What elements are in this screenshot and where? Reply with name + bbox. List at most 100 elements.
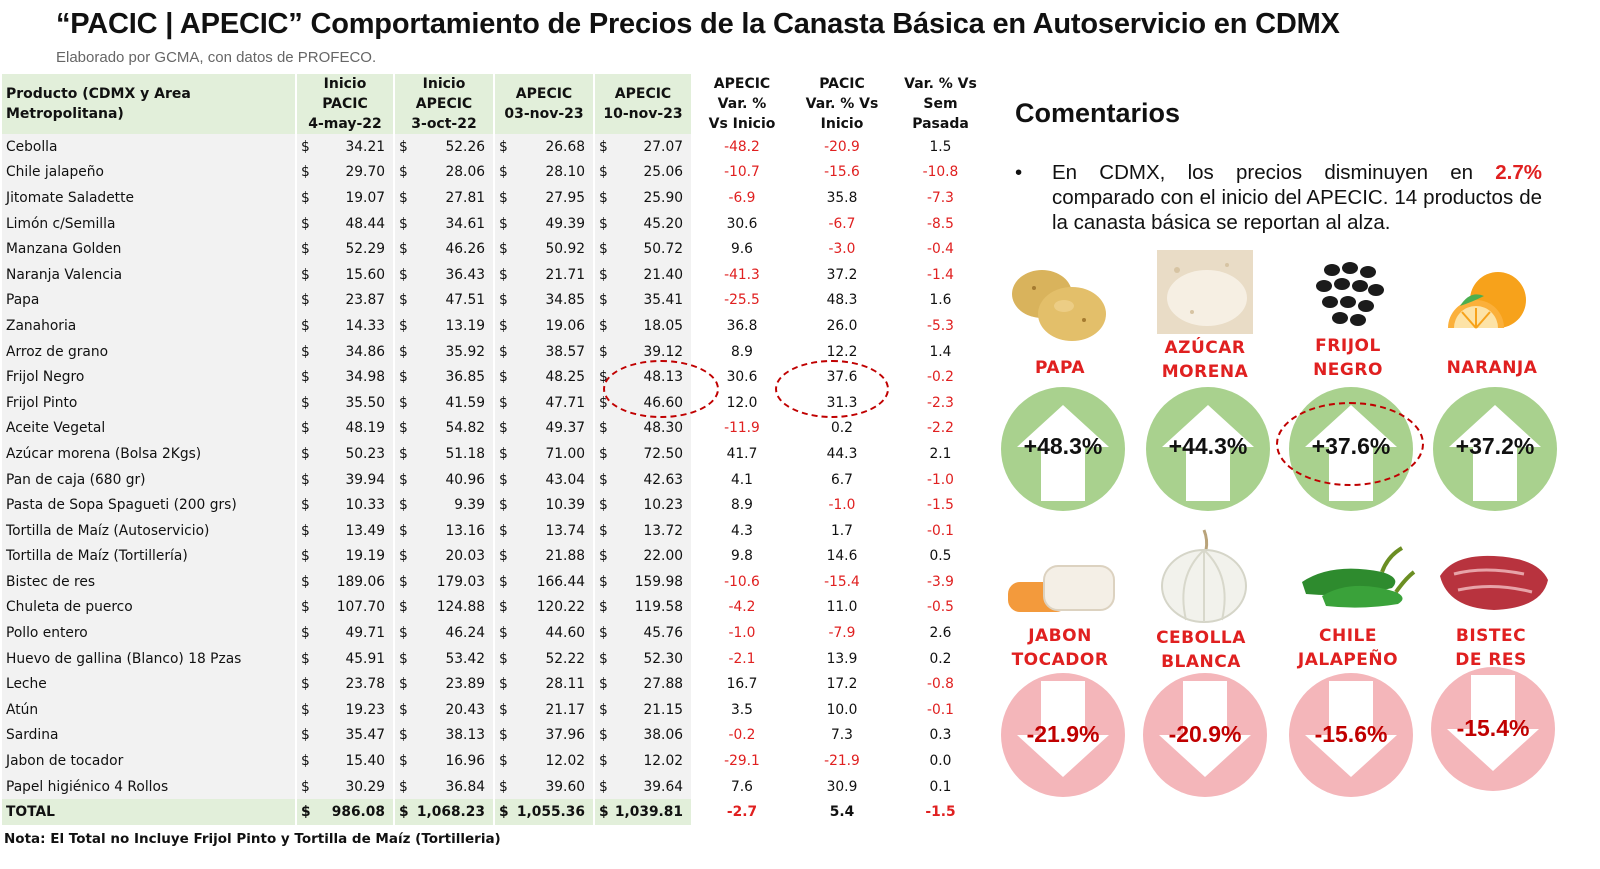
price-value: 119.58 [634, 599, 683, 616]
price-value: 34.98 [345, 369, 386, 386]
price-cell: $39.60 [495, 773, 593, 800]
price-cell: $16.96 [395, 748, 493, 774]
price-cell: $48.30 [595, 415, 691, 442]
label-naranja: NARANJA [1446, 358, 1538, 378]
price-value: 12.02 [545, 753, 586, 770]
product-name: Tortilla de Maíz (Autoservicio) [2, 517, 295, 544]
header-product: Producto (CDMX y Area Metropolitana) [2, 74, 295, 134]
price-value: 44.60 [545, 625, 586, 642]
currency-symbol: $ [301, 599, 310, 616]
currency-symbol: $ [301, 445, 310, 462]
price-cell: $48.44 [297, 210, 393, 237]
pacic-var-cell: -7.9 [793, 620, 891, 646]
currency-symbol: $ [301, 522, 310, 539]
price-value: 51.18 [445, 445, 486, 462]
product-name: Zanahoria [2, 313, 295, 339]
currency-symbol: $ [399, 394, 408, 411]
currency-symbol: $ [499, 522, 508, 539]
currency-symbol: $ [599, 189, 608, 206]
circle-cebolla: -20.9% [1143, 673, 1267, 797]
price-cell: $18.05 [595, 313, 691, 339]
highlight-oval-frijol-var [775, 360, 889, 418]
week-var-cell: -0.5 [893, 594, 988, 621]
pacic-var-cell: 5.4 [793, 799, 891, 826]
price-value: 21.17 [545, 701, 586, 718]
page-title: “PACIC | APECIC” Comportamiento de Preci… [56, 8, 1340, 40]
price-cell: $47.51 [395, 287, 493, 314]
currency-symbol: $ [399, 369, 408, 386]
week-var-cell: 0.3 [893, 722, 988, 749]
table-note: Nota: El Total no Incluye Frijol Pinto y… [4, 831, 501, 847]
price-cell: $15.40 [297, 748, 393, 774]
currency-symbol: $ [499, 292, 508, 309]
price-value: 45.20 [643, 215, 684, 232]
comments-title: Comentarios [1015, 98, 1181, 128]
price-cell: $39.64 [595, 773, 691, 800]
week-var-cell: -0.8 [893, 671, 988, 698]
price-value: 47.51 [445, 292, 486, 309]
currency-symbol: $ [399, 573, 408, 590]
label-chile: CHILE JALAPEÑO [1297, 626, 1399, 670]
week-var-cell: -8.5 [893, 210, 988, 237]
price-cell: $34.21 [297, 134, 393, 160]
price-value: 35.50 [345, 394, 386, 411]
currency-symbol: $ [301, 266, 310, 283]
price-cell: $34.61 [395, 210, 493, 237]
week-var-cell: -2.3 [893, 389, 988, 416]
table-row: Bistec de res $189.06 $179.03 $166.44 $159.9… [2, 569, 988, 595]
currency-symbol: $ [301, 573, 310, 590]
currency-symbol: $ [399, 241, 408, 258]
week-var-cell: -0.2 [893, 364, 988, 390]
pacic-var-cell: -21.9 [793, 748, 891, 774]
pacic-var-cell: -1.0 [793, 492, 891, 518]
table-row: Sardina $35.47 $38.13 $37.96 $38.06 -0.2 7.3 0.… [2, 722, 988, 749]
price-value: 20.03 [445, 548, 486, 565]
price-cell: $23.87 [297, 287, 393, 314]
value-cebolla: -20.9% [1168, 721, 1242, 747]
product-name: Huevo de gallina (Blanco) 18 Pzas [2, 645, 295, 672]
price-cell: $41.59 [395, 389, 493, 416]
price-cell: $46.26 [395, 236, 493, 262]
price-value: 39.12 [643, 343, 684, 360]
price-value: 36.43 [445, 266, 486, 283]
price-cell: $44.60 [495, 620, 593, 646]
price-cell: $35.41 [595, 287, 691, 314]
header-apecic-03nov: APECIC 03-nov-23 [495, 74, 593, 134]
currency-symbol: $ [499, 650, 508, 667]
week-var-cell: -0.1 [893, 697, 988, 723]
currency-symbol: $ [499, 599, 508, 616]
pacic-var-cell: 26.0 [793, 313, 891, 339]
price-cell: $19.06 [495, 313, 593, 339]
table-row: Manzana Golden $52.29 $46.26 $50.92 $50.72 9.… [2, 236, 988, 262]
orange-image [1440, 266, 1540, 350]
apecic-var-cell: 41.7 [693, 441, 791, 467]
price-cell: $43.04 [495, 466, 593, 493]
product-name: Leche [2, 671, 295, 698]
currency-symbol: $ [399, 164, 408, 181]
price-cell: $36.84 [395, 773, 493, 800]
table-row: Limón c/Semilla $48.44 $34.61 $49.39 $45.20 3… [2, 210, 988, 237]
price-value: 10.33 [345, 497, 386, 514]
currency-symbol: $ [301, 804, 311, 821]
currency-symbol: $ [399, 215, 408, 232]
product-name: Chuleta de puerco [2, 594, 295, 621]
product-name: Jabon de tocador [2, 748, 295, 774]
table-row: Arroz de grano $34.86 $35.92 $38.57 $39.12 8.… [2, 338, 988, 365]
price-value: 42.63 [643, 471, 684, 488]
price-value: 14.33 [345, 317, 386, 334]
currency-symbol: $ [499, 625, 508, 642]
price-value: 27.88 [643, 676, 684, 693]
apecic-var-cell: 3.5 [693, 697, 791, 723]
table-row: Chuleta de puerco $107.70 $124.88 $120.22 $1… [2, 594, 988, 621]
price-cell: $21.40 [595, 261, 691, 288]
price-value: 23.87 [345, 292, 386, 309]
currency-symbol: $ [301, 420, 310, 437]
currency-symbol: $ [399, 189, 408, 206]
price-cell: $29.70 [297, 159, 393, 186]
currency-symbol: $ [399, 317, 408, 334]
highlight-oval-frijol-price [603, 360, 719, 418]
price-value: 52.29 [345, 241, 386, 258]
price-cell: $10.39 [495, 492, 593, 518]
price-cell: $20.43 [395, 697, 493, 723]
apecic-var-cell: -10.7 [693, 159, 791, 186]
